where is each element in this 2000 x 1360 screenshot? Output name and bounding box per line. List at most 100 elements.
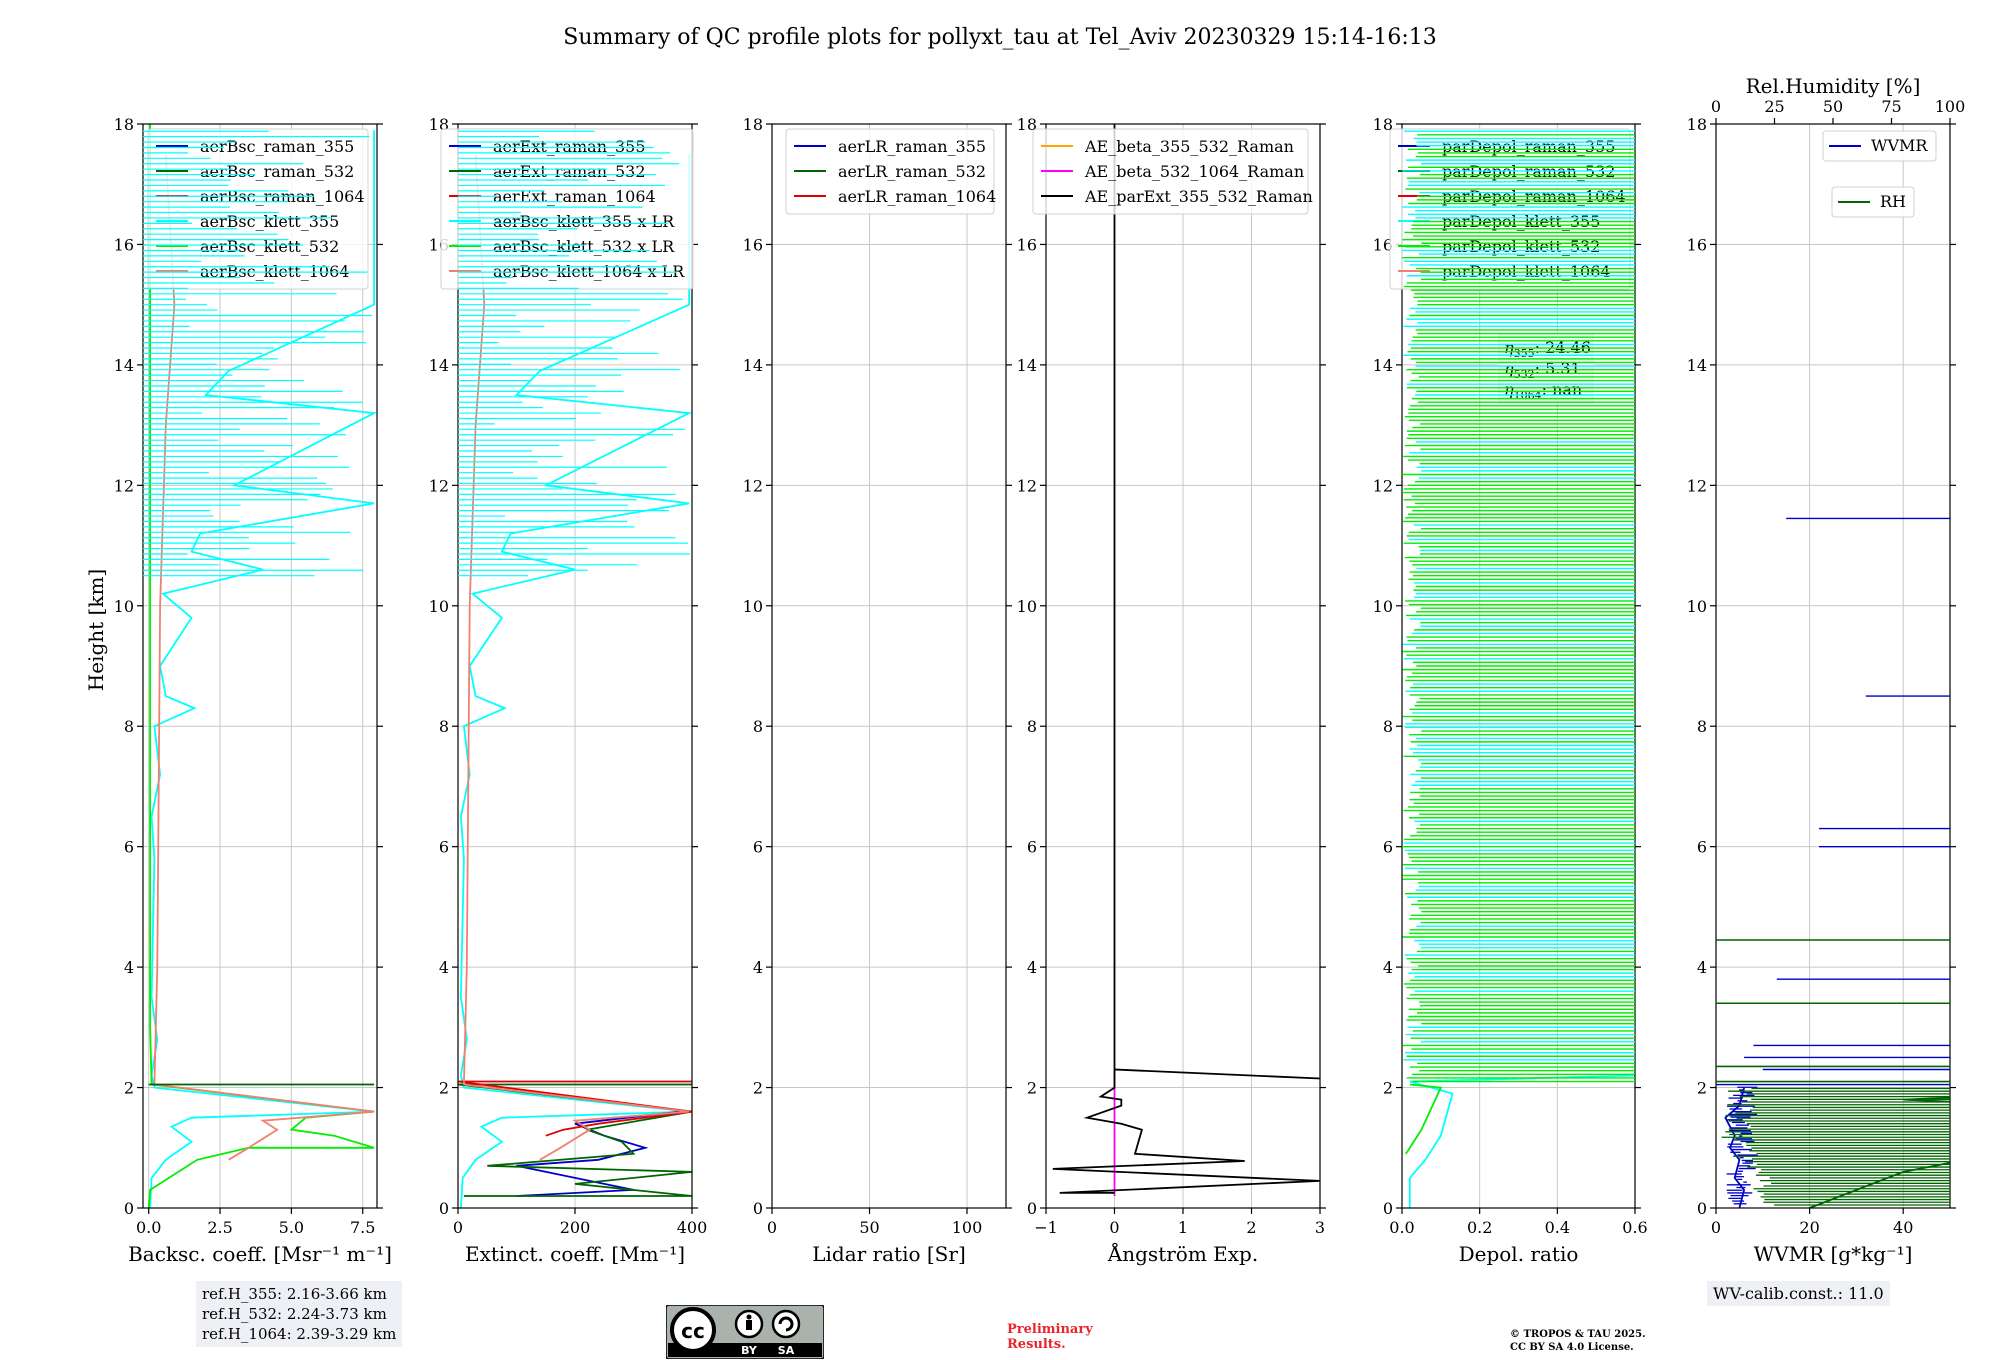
legend-box: [1032, 128, 1309, 215]
y-tick-label: 8: [1027, 717, 1037, 736]
y-tick-label: 12: [1373, 476, 1393, 495]
refh-1064: ref.H_1064: 2.39-3.29 km: [202, 1325, 397, 1343]
y-tick-label: 16: [743, 235, 763, 254]
x-axis-label-bsc: Backsc. coeff. [Msr⁻¹ m⁻¹]: [128, 1242, 392, 1266]
height-axis-label: Height [km]: [84, 569, 108, 691]
x-tick-label: 7.5: [350, 1218, 375, 1237]
y-tick-label: 0: [753, 1199, 763, 1218]
x-tick-label: 2.5: [207, 1218, 232, 1237]
y-tick-label: 10: [1017, 597, 1037, 616]
legend-box: [1389, 128, 1631, 290]
y-tick-label: 2: [1027, 1079, 1037, 1098]
y-tick-label: 0: [439, 1199, 449, 1218]
legend-entry: aerBsc_raman_532: [200, 162, 354, 181]
y-tick-label: 10: [1687, 597, 1707, 616]
x-axis-label-lr: Lidar ratio [Sr]: [812, 1242, 966, 1266]
y-tick-label: 0: [124, 1199, 134, 1218]
y-tick-label: 4: [753, 958, 763, 977]
y-tick-label: 14: [429, 356, 449, 375]
cc-text: cc: [681, 1319, 705, 1343]
axes-frame: [771, 123, 1007, 1209]
x-tick-label: 0: [453, 1218, 463, 1237]
y-tick-label: 8: [439, 717, 449, 736]
axes-frame: [142, 123, 378, 1209]
preliminary-line-2: Results.: [1007, 1337, 1066, 1352]
x-tick-label: 20: [1799, 1218, 1819, 1237]
copyright-line-1: © TROPOS & TAU 2025.: [1510, 1329, 1646, 1340]
legend-entry: aerBsc_klett_355: [200, 212, 339, 231]
wv-texture: [1716, 517, 1950, 1206]
y-tick-label: 4: [124, 958, 134, 977]
legend-entry: aerBsc_klett_355 x LR: [493, 212, 675, 231]
wv-calibration-box: WV-calib.const.: 11.0: [1707, 1281, 1890, 1306]
y-tick-label: 10: [1373, 597, 1393, 616]
y-tick-label: 12: [743, 476, 763, 495]
legend-box: [1831, 186, 1915, 218]
series-parDepol_klett_355: [1408, 1074, 1635, 1208]
legend-box: [785, 128, 995, 215]
y-tick-label: 16: [114, 235, 134, 254]
top-x-tick-label: 0: [1711, 97, 1721, 116]
y-tick-label: 4: [439, 958, 449, 977]
top-axis-label: Rel.Humidity [%]: [1746, 74, 1921, 98]
preliminary-note: Preliminary Results.: [1007, 1322, 1093, 1352]
x-tick-label: 200: [560, 1218, 591, 1237]
top-x-tick-label: 50: [1823, 97, 1843, 116]
series-group: [1405, 1074, 1635, 1208]
by-text: BY: [741, 1344, 758, 1357]
series-AE_parExt_355_532_Raman: [1052, 124, 1320, 1194]
x-axis-label-ext: Extinct. coeff. [Mm⁻¹]: [465, 1242, 685, 1266]
series-aerBsc_klett_1064 x LR: [462, 154, 690, 1161]
y-tick-label: 12: [429, 476, 449, 495]
legend-entry: aerExt_raman_1064: [493, 187, 656, 206]
series-WVMR: [1724, 1087, 1746, 1208]
x-tick-label: 3: [1315, 1218, 1325, 1237]
y-tick-label: 10: [114, 597, 134, 616]
legend-box: [1822, 130, 1937, 162]
x-tick-label: 0: [1109, 1218, 1119, 1237]
y-tick-label: 6: [753, 838, 763, 857]
legend-entry: aerLR_raman_1064: [838, 187, 996, 206]
copyright-line-2: CC BY SA 4.0 License.: [1510, 1342, 1634, 1353]
x-tick-label: 0.0: [136, 1218, 161, 1237]
y-tick-label: 2: [124, 1079, 134, 1098]
x-tick-label: 2: [1246, 1218, 1256, 1237]
x-tick-label: 0.0: [1389, 1218, 1414, 1237]
y-tick-label: 6: [1383, 838, 1393, 857]
series-parDepol_klett_532: [1405, 1083, 1443, 1155]
x-tick-label: 100: [952, 1218, 983, 1237]
x-axis-label-ae: Ångström Exp.: [1107, 1241, 1258, 1266]
legend-entry: aerBsc_raman_355: [200, 137, 354, 156]
x-tick-label: 40: [1893, 1218, 1913, 1237]
series-group: [147, 124, 377, 1208]
cc-icon: [670, 1307, 716, 1353]
x-tick-label: 400: [677, 1218, 708, 1237]
x-tick-label: −1: [1034, 1218, 1058, 1237]
y-tick-label: 0: [1027, 1199, 1037, 1218]
y-tick-label: 14: [1017, 356, 1037, 375]
y-tick-label: 10: [743, 597, 763, 616]
y-tick-label: 0: [1383, 1199, 1393, 1218]
x-tick-label: 50: [859, 1218, 879, 1237]
y-tick-label: 8: [124, 717, 134, 736]
y-tick-label: 18: [1017, 115, 1037, 134]
preliminary-line-1: Preliminary: [1007, 1322, 1093, 1337]
y-tick-label: 2: [1383, 1079, 1393, 1098]
x-tick-label: 0: [1711, 1218, 1721, 1237]
figure-title: Summary of QC profile plots for pollyxt_…: [563, 25, 1436, 50]
y-tick-label: 16: [1017, 235, 1037, 254]
x-tick-label: 0.4: [1545, 1218, 1570, 1237]
panel-bsc: 0 2 4 6 8 10 12 14 16 18 0.0 2.5 5.0 7.5 Backsc. coeff…: [114, 115, 392, 1266]
cc-license-badge[interactable]: cc BY SA: [666, 1305, 824, 1359]
spike-texture-bsc: [143, 130, 373, 577]
series-group: [1052, 124, 1320, 1196]
top-x-tick-label: 100: [1935, 97, 1966, 116]
legend-entry: aerBsc_klett_1064 x LR: [493, 262, 685, 281]
depol-texture: [1402, 130, 1635, 1083]
y-tick-label: 0: [1697, 1199, 1707, 1218]
y-tick-label: 6: [1697, 838, 1707, 857]
